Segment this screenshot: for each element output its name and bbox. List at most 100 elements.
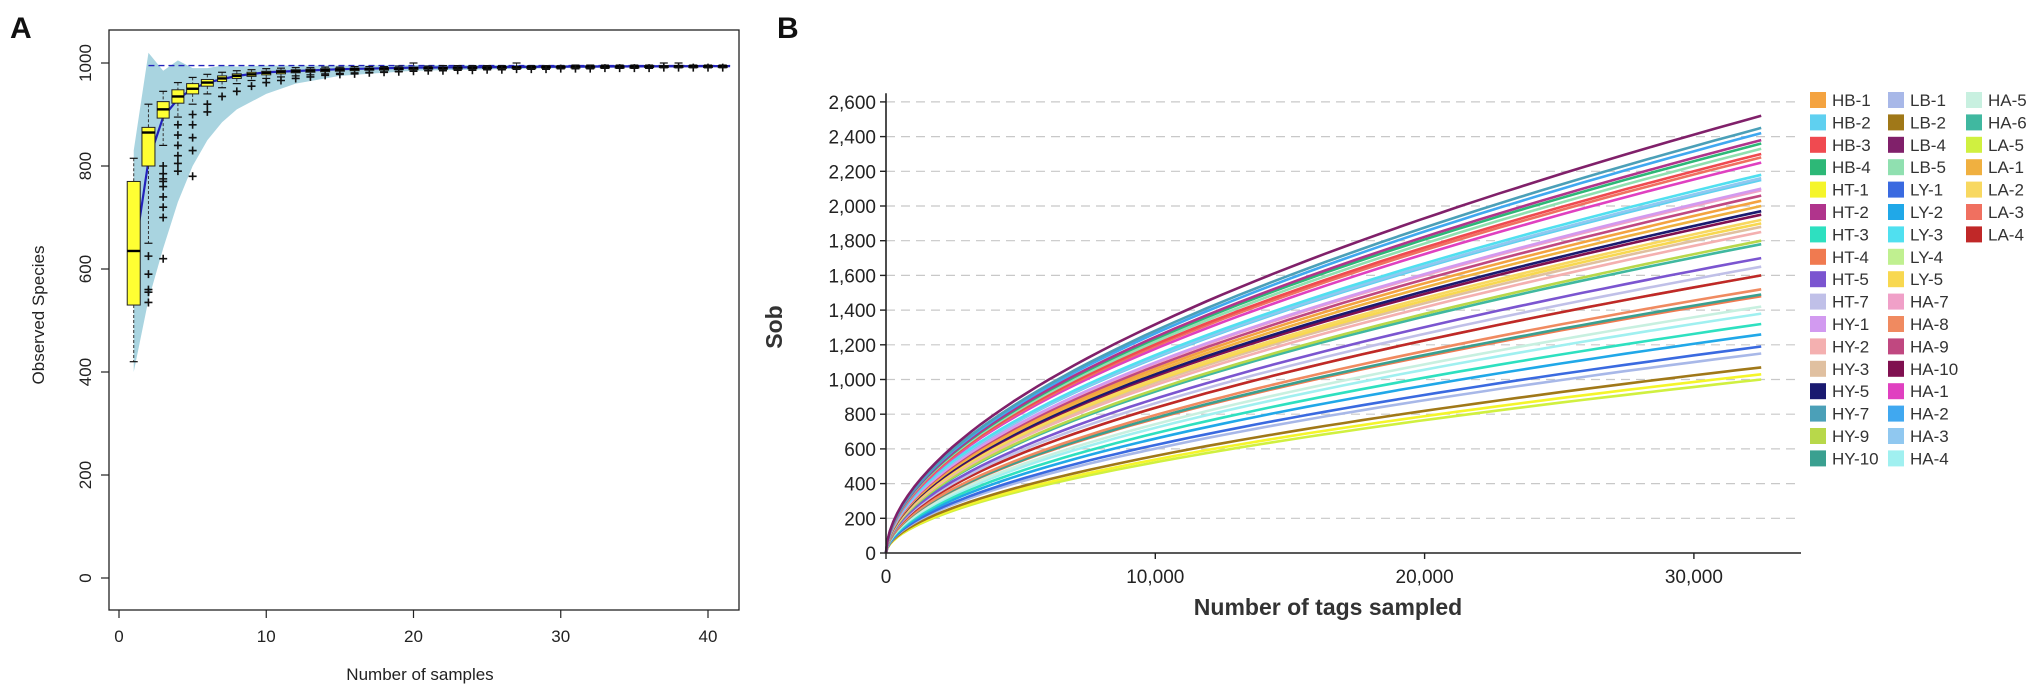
outlier-point	[188, 146, 197, 155]
outlier-point	[556, 64, 565, 73]
legend-item-HY-10: HY-10	[1810, 449, 1879, 468]
legend-label: LA-3	[1988, 203, 2024, 222]
legend-swatch	[1810, 204, 1826, 220]
legend-item-LA-2: LA-2	[1966, 181, 2024, 200]
legend-swatch	[1888, 338, 1904, 355]
legend-item-HT-1: HT-1	[1810, 181, 1869, 200]
legend-swatch	[1888, 271, 1904, 288]
legend-label: HY-5	[1832, 382, 1869, 401]
legend-label: HY-7	[1832, 405, 1869, 424]
outlier-point	[586, 64, 595, 73]
panel-a-letter: A	[10, 12, 32, 45]
outlier-point	[173, 167, 182, 176]
series-line-LY-1	[884, 345, 1762, 554]
box-10	[261, 68, 272, 87]
box-1	[126, 157, 141, 363]
legend-swatch	[1810, 271, 1826, 288]
panel-a-y-label: Observed Species	[29, 246, 48, 385]
legend-label: HA-5	[1988, 91, 2027, 110]
legend-item-HY-5: HY-5	[1810, 382, 1869, 401]
legend-swatch	[1966, 159, 1982, 176]
outlier-point	[291, 74, 300, 83]
x-tick-label: 10,000	[1126, 567, 1184, 588]
legend-item-HA-10: HA-10	[1888, 360, 1958, 379]
legend-item-HB-2: HB-2	[1810, 113, 1871, 132]
outlier-point	[321, 71, 330, 80]
legend-swatch	[1888, 248, 1904, 265]
box-16	[349, 66, 360, 78]
legend-item-LB-2: LB-2	[1888, 113, 1946, 132]
legend-item-HA-7: HA-7	[1888, 293, 1949, 312]
legend-swatch	[1810, 293, 1826, 310]
panel-b-axes: 0 200 400 600 800 1,000 1,200 1,400 1,600 1,800 2,…	[828, 93, 1801, 588]
box-31	[570, 64, 581, 73]
legend-item-LA-1: LA-1	[1966, 158, 2024, 177]
box-7	[217, 71, 228, 101]
outlier-point	[188, 172, 197, 181]
outlier-point	[188, 110, 197, 119]
outlier-point	[335, 70, 344, 79]
box-12	[290, 67, 301, 83]
legend-item-LY-3: LY-3	[1888, 225, 1943, 244]
legend-label: HA-2	[1910, 405, 1949, 424]
legend-label: HT-7	[1832, 293, 1869, 312]
legend-item-HY-1: HY-1	[1810, 315, 1869, 334]
outlier-point	[144, 298, 153, 307]
outlier-point	[674, 63, 683, 72]
legend-label: LA-4	[1988, 225, 2024, 244]
legend-swatch	[1810, 159, 1826, 176]
legend-swatch	[1888, 92, 1904, 108]
panel-a-frame	[108, 29, 740, 611]
box-34	[614, 64, 625, 73]
legend-swatch	[1888, 204, 1904, 220]
legend: HB-1 HB-2 HB-3 HB-4 HT-1 HT-2 HT-3 HT-4 HT-5 HT-7…	[1810, 91, 2027, 468]
box-15	[334, 66, 345, 79]
box-33	[599, 64, 610, 73]
box-32	[585, 64, 596, 73]
series-line-HT-7	[884, 265, 1762, 554]
legend-item-HT-2: HT-2	[1810, 203, 1869, 222]
outlier-point	[203, 107, 212, 116]
legend-item-HY-7: HY-7	[1810, 405, 1869, 424]
legend-label: HT-1	[1832, 181, 1869, 200]
outlier-point	[159, 162, 168, 170]
legend-label: LB-1	[1910, 91, 1946, 110]
legend-item-HY-9: HY-9	[1810, 427, 1869, 446]
legend-label: LA-5	[1988, 136, 2024, 155]
box-5	[186, 76, 200, 181]
box-2	[141, 103, 156, 307]
outlier-point	[600, 64, 609, 73]
box-13	[305, 67, 316, 81]
legend-swatch	[1966, 92, 1982, 108]
outlier-point	[630, 64, 639, 73]
box-20	[408, 62, 419, 76]
box-23	[452, 64, 463, 75]
outlier-point	[159, 254, 168, 263]
legend-item-LB-4: LB-4	[1888, 136, 1946, 155]
legend-item-HA-8: HA-8	[1888, 315, 1949, 334]
legend-swatch	[1810, 248, 1826, 265]
outlier-point	[262, 78, 271, 87]
legend-swatch	[1966, 114, 1982, 131]
box-4	[171, 81, 185, 176]
legend-swatch	[1810, 450, 1826, 467]
box-37	[658, 62, 669, 72]
confidence-band	[133, 52, 731, 372]
box-29	[541, 64, 552, 74]
legend-label: HT-2	[1832, 203, 1869, 222]
legend-item-LY-5: LY-5	[1888, 270, 1943, 289]
legend-label: LA-2	[1988, 181, 2024, 200]
legend-item-HB-3: HB-3	[1810, 136, 1871, 155]
legend-label: HT-5	[1832, 270, 1869, 289]
legend-item-LA-4: LA-4	[1966, 225, 2024, 244]
outlier-point	[483, 65, 492, 74]
outlier-point	[173, 131, 182, 140]
legend-label: LY-1	[1910, 181, 1943, 200]
series-line-LY-2	[884, 333, 1762, 554]
outlier-point	[350, 69, 359, 78]
box-group	[126, 62, 728, 363]
legend-swatch	[1888, 360, 1904, 377]
legend-label: HB-4	[1832, 158, 1871, 177]
box-body	[126, 180, 141, 306]
